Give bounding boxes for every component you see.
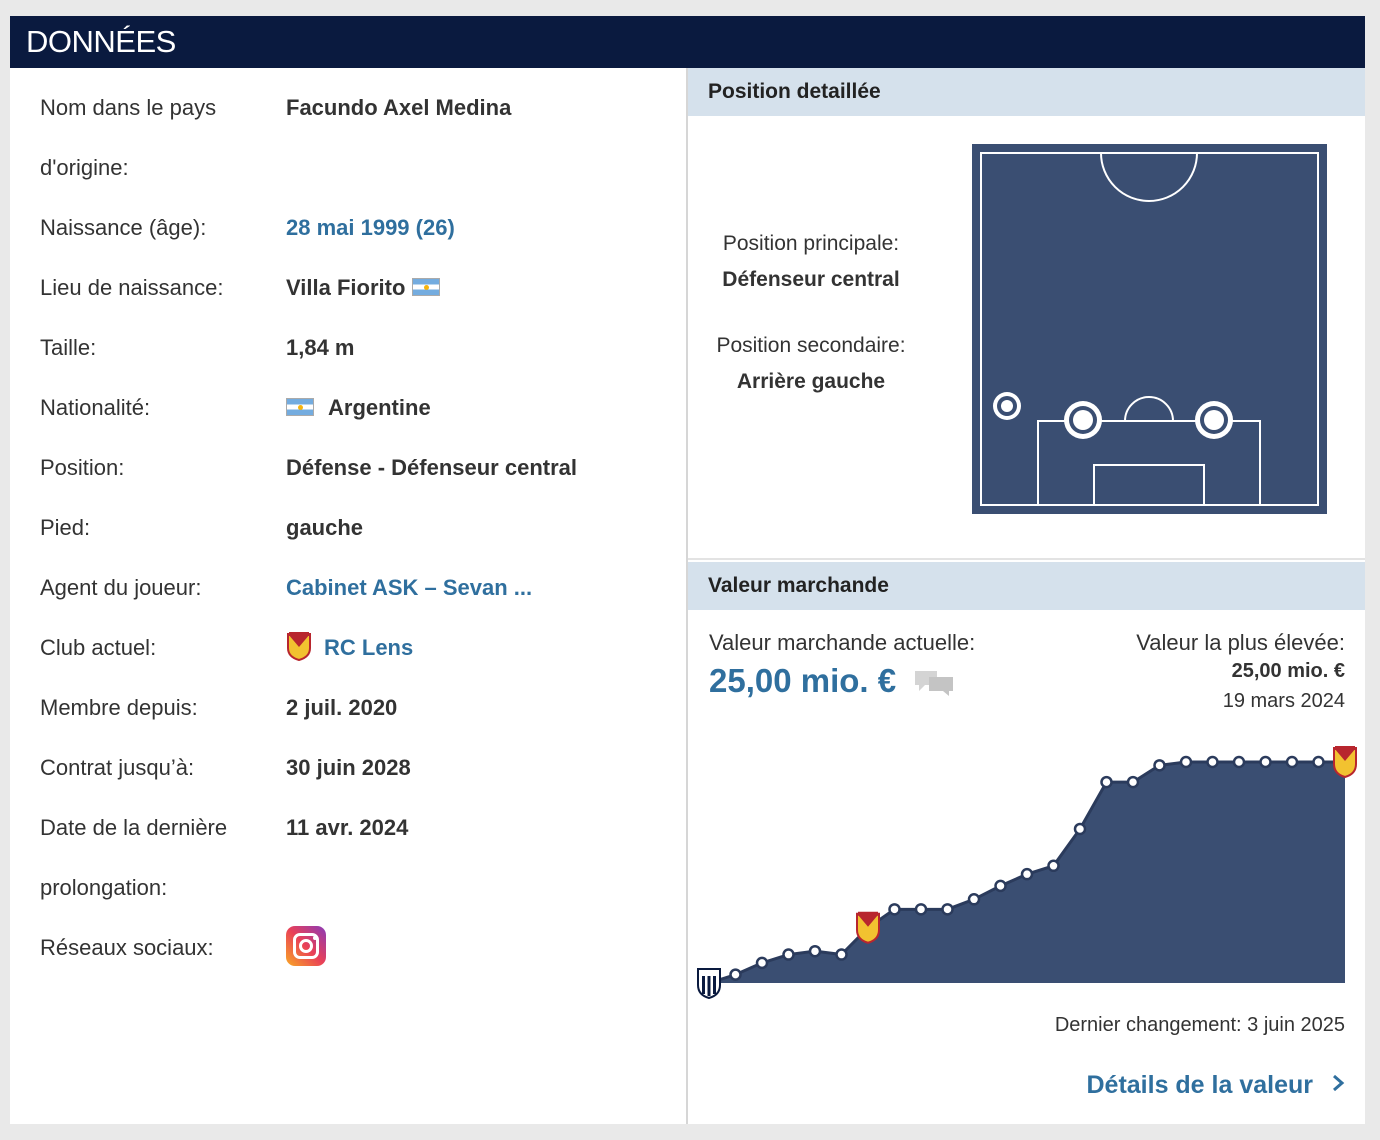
- secondary-position-label: Position secondaire:: [716, 334, 906, 357]
- value-details-link[interactable]: Détails de la valeur: [1086, 1071, 1345, 1100]
- label-position: Position:: [40, 455, 125, 480]
- main-position-marker-right: [1195, 401, 1233, 439]
- label-nationality: Nationalité:: [40, 395, 151, 420]
- chart-point: [1126, 775, 1140, 789]
- value-birthplace: Villa Fiorito: [286, 258, 440, 318]
- last-change: Dernier changement: 3 juin 2025: [1054, 1014, 1345, 1036]
- value-foot: gauche: [286, 515, 364, 540]
- label-joined: Membre depuis:: [40, 695, 198, 720]
- chart-point: [1020, 867, 1034, 881]
- label-club: Club actuel:: [40, 635, 157, 660]
- chart-point: [888, 903, 901, 916]
- label-native-name: Nom dans le pays d'origine:: [40, 95, 217, 180]
- chart-point: [1179, 755, 1193, 769]
- pitch-background: [972, 144, 1327, 514]
- chart-point: [782, 948, 795, 961]
- position-section-title: Position detaillée: [688, 68, 1365, 116]
- label-birth: Naissance (âge):: [40, 215, 207, 240]
- main-position: Position principale: Défenseur central: [688, 232, 934, 292]
- highest-value-date: 19 mars 2024: [1222, 690, 1345, 712]
- chart-point: [1100, 775, 1113, 789]
- value-contract: 30 juin 2028: [286, 755, 411, 780]
- market-value-chart[interactable]: [688, 728, 1365, 1008]
- chart-point: [835, 948, 848, 961]
- secondary-position-value: Arrière gauche: [736, 370, 886, 393]
- current-value-amount: 25,00 mio. €: [709, 662, 897, 699]
- center-circle: [1100, 152, 1198, 202]
- value-extension: 11 avr. 2024: [286, 815, 409, 840]
- secondary-position: Position secondaire: Arrière gauche: [688, 334, 934, 394]
- argentina-flag-icon: [286, 398, 314, 417]
- section-separator: [688, 558, 1365, 560]
- data-card: DONNÉES Nom dans le pays d'origine: Facun…: [10, 16, 1365, 1124]
- highest-value-label: Valeur la plus élevée:: [1136, 630, 1345, 655]
- right-panel: Position detaillée Position principale: …: [688, 68, 1365, 1124]
- rc-lens-crest-marker: [856, 911, 880, 944]
- label-height: Taille:: [40, 335, 97, 360]
- label-extension: Date de la dernière prolongation:: [40, 815, 228, 900]
- talleres-crest-marker: [697, 968, 721, 1000]
- chart-point: [1047, 859, 1060, 873]
- chart-point: [729, 968, 742, 981]
- current-value: 25,00 mio. €: [709, 662, 955, 700]
- label-agent: Agent du joueur:: [40, 575, 202, 600]
- chart-point: [967, 893, 981, 906]
- highest-value: 25,00 mio. €: [1231, 660, 1345, 682]
- chart-point: [1312, 755, 1325, 769]
- value-position: Défense - Défenseur central: [286, 455, 577, 480]
- chart-point: [1206, 755, 1219, 769]
- penalty-arc: [1124, 396, 1174, 422]
- page-title: DONNÉES: [10, 16, 1365, 68]
- value-height: 1,84 m: [286, 335, 355, 360]
- chart-point: [994, 879, 1007, 893]
- value-native-name: Facundo Axel Medina: [286, 95, 512, 120]
- rc-lens-crest-icon: [287, 632, 311, 662]
- label-contract: Contrat jusqu’à:: [40, 755, 195, 780]
- secondary-position-marker: [993, 392, 1021, 420]
- goal-box: [1093, 464, 1205, 506]
- value-nationality: Argentine: [286, 378, 431, 438]
- value-joined: 2 juil. 2020: [286, 695, 398, 720]
- chart-point: [914, 903, 928, 916]
- profile-details: Nom dans le pays d'origine: Facundo Axel …: [10, 68, 686, 1124]
- birth-date-link[interactable]: 28 mai 1999 (26): [286, 215, 455, 240]
- chart-point: [1153, 759, 1166, 772]
- chart-point: [1073, 822, 1087, 836]
- club-link[interactable]: RC Lens: [286, 618, 413, 678]
- chart-point: [941, 903, 954, 916]
- comments-icon[interactable]: [913, 669, 955, 697]
- chart-point: [808, 944, 822, 958]
- market-value-section-title: Valeur marchande: [688, 562, 1365, 610]
- chart-point: [1232, 755, 1246, 769]
- label-social: Réseaux sociaux:: [40, 935, 214, 960]
- main-position-marker-left: [1064, 401, 1102, 439]
- main-position-value: Défenseur central: [722, 268, 900, 291]
- argentina-flag-icon: [411, 278, 440, 297]
- chart-point: [755, 956, 769, 970]
- chart-point: [1285, 755, 1299, 769]
- column-divider: [686, 68, 688, 1124]
- current-value-label: Valeur marchande actuelle:: [709, 630, 976, 655]
- chart-point: [1259, 755, 1272, 769]
- label-foot: Pied:: [40, 515, 91, 540]
- label-birthplace: Lieu de naissance:: [40, 275, 224, 300]
- instagram-icon[interactable]: [286, 926, 326, 966]
- agent-link[interactable]: Cabinet ASK – Sevan ...: [286, 575, 533, 600]
- main-position-label: Position principale:: [722, 232, 900, 255]
- value-details-label: Détails de la valeur: [1086, 1071, 1313, 1099]
- chevron-right-icon: [1331, 1071, 1345, 1100]
- position-pitch: [972, 144, 1327, 514]
- rc-lens-crest-marker: [1333, 746, 1357, 779]
